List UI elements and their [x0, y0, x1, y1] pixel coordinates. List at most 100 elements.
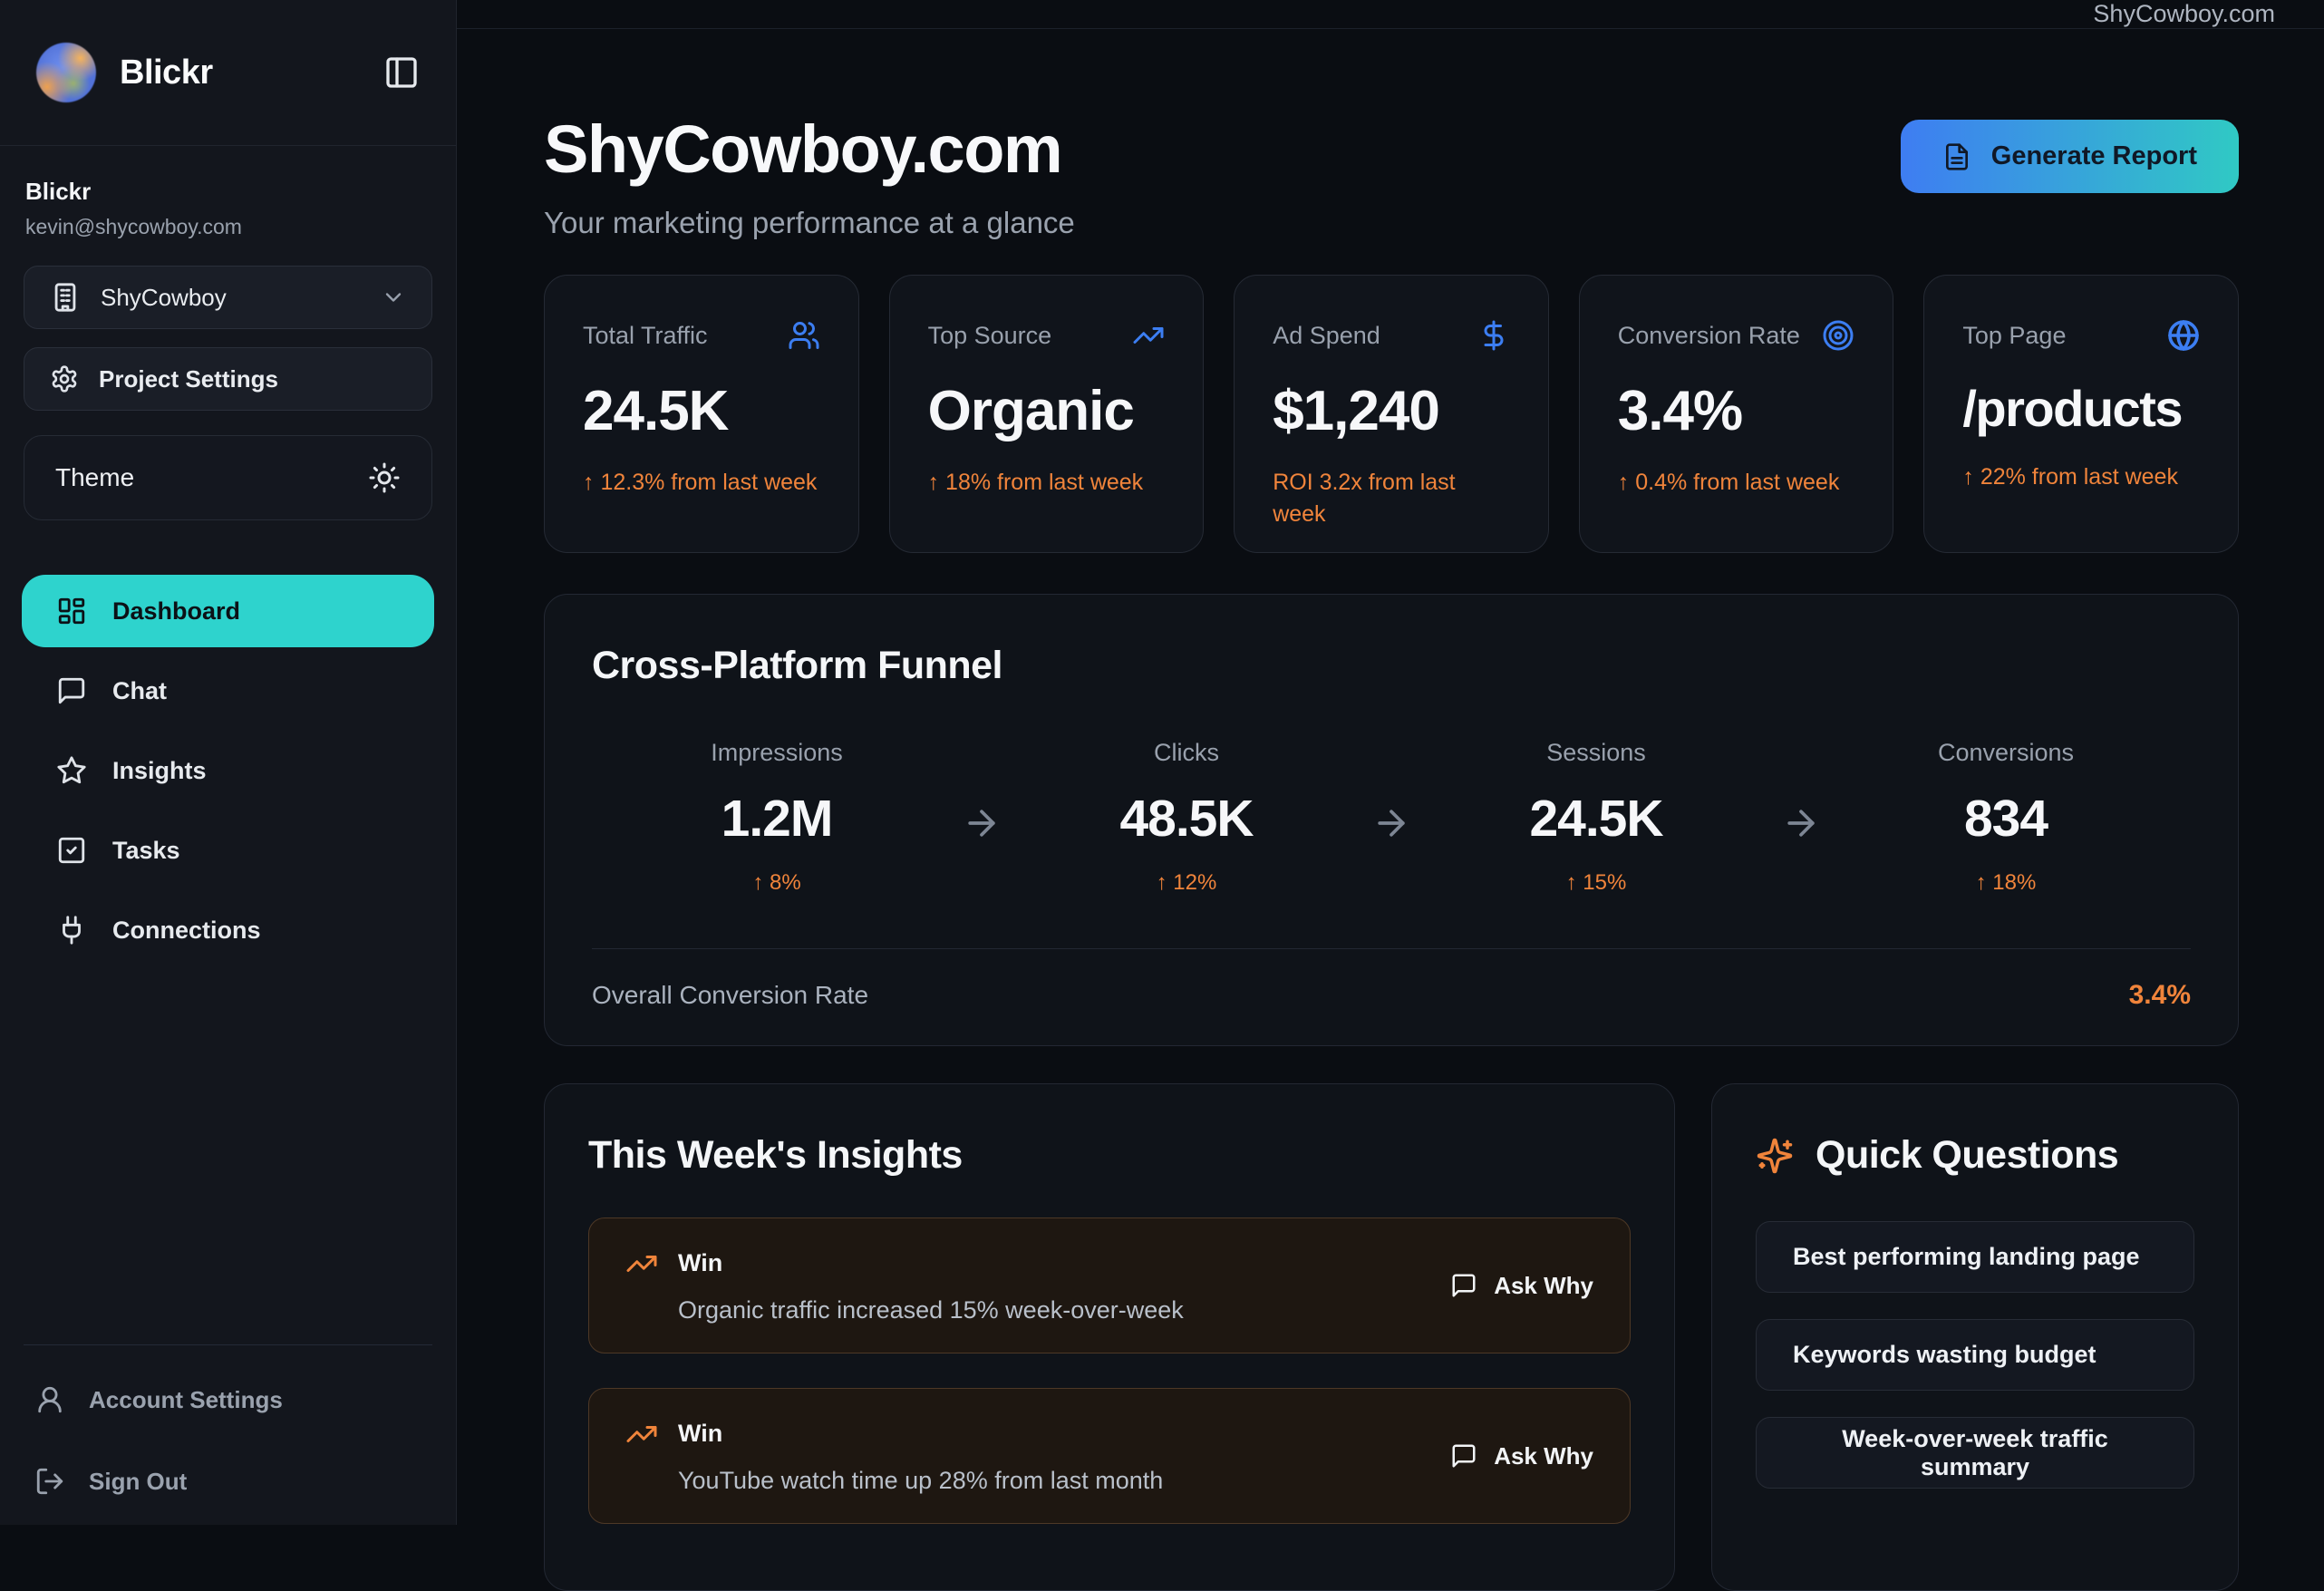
funnel-card: Cross-Platform Funnel Impressions 1.2M ↑…	[544, 594, 2239, 1046]
project-settings-button[interactable]: Project Settings	[24, 347, 432, 411]
ask-why-button[interactable]: Ask Why	[1450, 1442, 1593, 1470]
generate-report-button[interactable]: Generate Report	[1900, 120, 2239, 193]
insight-item: Win YouTube watch time up 28% from last …	[588, 1388, 1631, 1524]
stat-card-conversion-rate: Conversion Rate 3.4% ↑ 0.4% from last we…	[1578, 275, 1894, 553]
target-icon	[1822, 319, 1854, 352]
topbar: ShyCowboy.com	[457, 0, 2324, 29]
funnel-title: Cross-Platform Funnel	[592, 644, 1003, 687]
file-text-icon	[1942, 142, 1971, 171]
stats-row: Total Traffic 24.5K ↑ 12.3% from last we…	[544, 275, 2239, 553]
stage-change: ↑ 15%	[1565, 870, 1627, 895]
brand-name: Blickr	[120, 53, 213, 92]
insight-content: Win Organic traffic increased 15% week-o…	[625, 1247, 1184, 1324]
funnel-row: Impressions 1.2M ↑ 8% Clicks 48.5K ↑ 12%	[592, 739, 2191, 896]
arrow-right-icon	[962, 803, 1002, 843]
sidebar-spacer	[0, 966, 456, 1344]
tasks-icon	[56, 835, 87, 866]
dashboard-icon	[56, 596, 87, 626]
sidebar-nav: Dashboard Chat Insights Tasks	[0, 575, 456, 966]
stat-change: ↑ 22% from last week	[1962, 464, 2178, 490]
quick-question-button[interactable]: Best performing landing page	[1756, 1221, 2194, 1293]
sidebar-item-chat[interactable]: Chat	[22, 655, 434, 727]
users-icon	[788, 319, 820, 352]
page-subtitle: Your marketing performance at a glance	[544, 206, 1075, 239]
quick-questions-card: Quick Questions Best performing landing …	[1711, 1083, 2239, 1591]
trending-up-icon	[625, 1418, 658, 1450]
stage-label: Impressions	[711, 739, 843, 766]
sign-out-label: Sign Out	[89, 1467, 188, 1495]
sign-out-button[interactable]: Sign Out	[34, 1456, 421, 1507]
main-content: ShyCowboy.com Your marketing performance…	[457, 29, 2324, 1591]
funnel-divider	[592, 948, 2191, 949]
sidebar-item-dashboard[interactable]: Dashboard	[22, 575, 434, 647]
ask-why-button[interactable]: Ask Why	[1450, 1272, 1593, 1300]
project-selector-label: ShyCowboy	[101, 283, 227, 311]
insight-content: Win YouTube watch time up 28% from last …	[625, 1418, 1163, 1495]
project-settings-label: Project Settings	[99, 364, 278, 393]
sidebar-item-label: Connections	[112, 916, 261, 944]
arrow-right-icon	[1781, 803, 1821, 843]
sidebar-item-insights[interactable]: Insights	[22, 734, 434, 807]
quick-questions-header: Quick Questions	[1756, 1133, 2194, 1178]
user-icon	[34, 1384, 65, 1415]
overall-conversion-label: Overall Conversion Rate	[592, 981, 869, 1009]
arrow-right-icon	[1371, 803, 1411, 843]
chat-icon	[1450, 1442, 1477, 1470]
stat-change: ↑ 0.4% from last week	[1617, 470, 1840, 495]
sign-out-icon	[34, 1466, 65, 1497]
globe-icon	[2167, 319, 2200, 352]
insight-item: Win Organic traffic increased 15% week-o…	[588, 1218, 1631, 1353]
page-header-text: ShyCowboy.com Your marketing performance…	[544, 111, 1075, 240]
stat-card-ad-spend: Ad Spend $1,240 ROI 3.2x from last week	[1234, 275, 1549, 553]
page-title: ShyCowboy.com	[544, 112, 1063, 187]
panel-left-icon	[383, 54, 420, 91]
sidebar-item-label: Insights	[112, 756, 207, 784]
trending-up-icon	[1132, 319, 1165, 352]
sparkles-icon	[1756, 1137, 1794, 1175]
account-settings-label: Account Settings	[89, 1385, 283, 1413]
theme-toggle[interactable]: Theme	[24, 435, 432, 520]
sidebar-item-label: Dashboard	[112, 597, 241, 625]
main-area: ShyCowboy.com ShyCowboy.com Your marketi…	[457, 0, 2324, 1591]
quick-question-button[interactable]: Keywords wasting budget	[1756, 1319, 2194, 1391]
funnel-stage-clicks: Clicks 48.5K ↑ 12%	[1002, 739, 1371, 896]
chat-icon	[56, 675, 87, 706]
insight-tag: Win	[678, 1420, 723, 1447]
sidebar-toggle-button[interactable]	[383, 54, 420, 91]
insights-title: This Week's Insights	[588, 1133, 963, 1177]
user-info: Blickr kevin@shycowboy.com	[0, 146, 456, 239]
overall-conversion-row: Overall Conversion Rate 3.4%	[592, 949, 2191, 1042]
insights-card: This Week's Insights Win Organic traffic…	[544, 1083, 1675, 1591]
sidebar-item-connections[interactable]: Connections	[22, 894, 434, 966]
project-selector[interactable]: ShyCowboy	[24, 266, 432, 329]
account-settings-button[interactable]: Account Settings	[34, 1374, 421, 1425]
bottom-row: This Week's Insights Win Organic traffic…	[544, 1083, 2239, 1591]
quick-question-button[interactable]: Week-over-week traffic summary	[1756, 1417, 2194, 1489]
stage-label: Conversions	[1937, 739, 2075, 766]
chat-icon	[1450, 1272, 1477, 1299]
stat-value: Organic	[927, 380, 1135, 442]
sidebar: Blickr Blickr kevin@shycowboy.com ShyCow…	[0, 0, 457, 1525]
stage-change: ↑ 12%	[1156, 870, 1217, 895]
sidebar-footer: Account Settings Sign Out	[24, 1344, 432, 1525]
sidebar-item-tasks[interactable]: Tasks	[22, 814, 434, 887]
plug-icon	[56, 915, 87, 946]
dollar-icon	[1477, 319, 1510, 352]
stat-label: Ad Spend	[1273, 321, 1380, 349]
stat-label: Conversion Rate	[1617, 321, 1800, 349]
stat-value: $1,240	[1273, 380, 1440, 442]
stage-label: Clicks	[1154, 739, 1219, 766]
quick-questions-title: Quick Questions	[1816, 1133, 2119, 1177]
stage-label: Sessions	[1546, 739, 1646, 766]
gear-icon	[50, 364, 79, 393]
insight-text: Organic traffic increased 15% week-over-…	[678, 1295, 1184, 1324]
funnel-stage-sessions: Sessions 24.5K ↑ 15%	[1411, 739, 1781, 896]
chevron-down-icon	[381, 285, 406, 310]
stat-change: ROI 3.2x from last week	[1273, 470, 1456, 527]
sun-icon	[368, 461, 401, 494]
stat-change: ↑ 12.3% from last week	[583, 470, 818, 495]
stat-card-top-page: Top Page /products ↑ 22% from last week	[1923, 275, 2239, 553]
stat-value: 24.5K	[583, 380, 729, 442]
sidebar-item-label: Chat	[112, 676, 167, 704]
